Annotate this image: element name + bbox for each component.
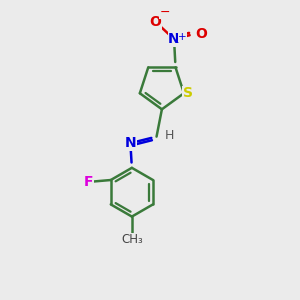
- Text: +: +: [178, 32, 187, 42]
- Text: CH₃: CH₃: [121, 233, 143, 246]
- Text: −: −: [159, 6, 170, 19]
- Text: O: O: [195, 27, 207, 41]
- Text: N: N: [168, 32, 180, 46]
- Text: S: S: [182, 86, 193, 100]
- Text: H: H: [164, 129, 174, 142]
- Text: N: N: [124, 136, 136, 150]
- Text: O: O: [150, 15, 161, 29]
- Text: F: F: [83, 175, 93, 188]
